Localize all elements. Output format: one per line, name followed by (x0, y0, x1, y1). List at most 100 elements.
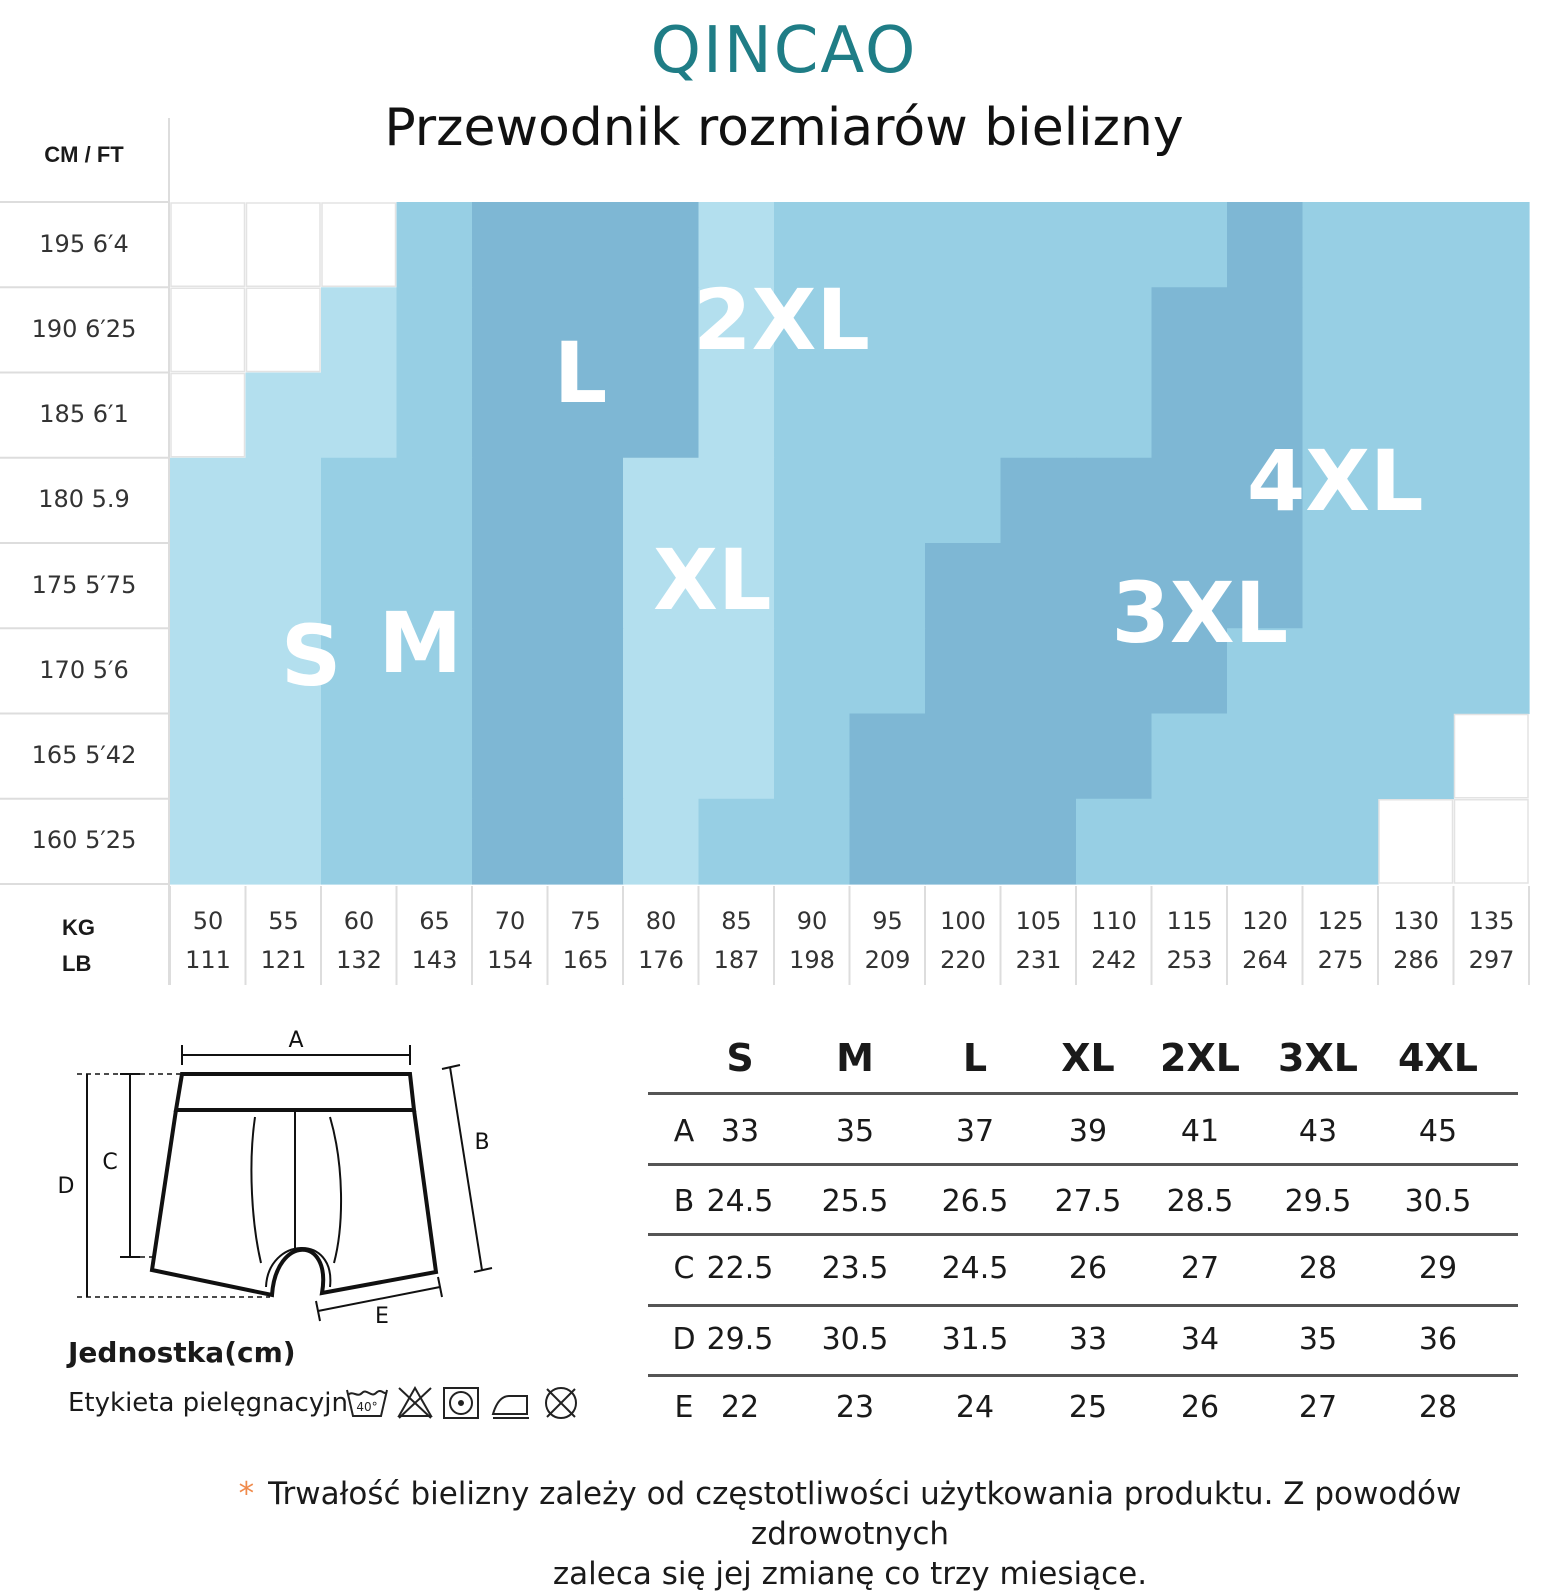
height-label: 185 6′1 (39, 400, 129, 429)
measurement-value: 22 (720, 1390, 760, 1425)
size-cell (925, 543, 1002, 629)
measurement-value: 34 (1180, 1322, 1220, 1357)
size-cell (472, 457, 549, 544)
size-cell (1151, 372, 1228, 459)
size-cell (1000, 372, 1077, 459)
size-cell (849, 713, 926, 800)
page-title: Przewodnik rozmiarów bielizny (384, 98, 1184, 158)
size-cell (1453, 543, 1530, 629)
label-a: A (288, 1028, 303, 1053)
measurement-size-header: M (836, 1036, 874, 1080)
size-cell (925, 372, 1002, 459)
size-cell (623, 798, 700, 885)
size-cell (1000, 628, 1077, 715)
empty-cell (245, 287, 321, 373)
tumble-dry-icon (443, 1387, 479, 1419)
weight-label: 95 209 (864, 907, 911, 974)
size-cell (1453, 628, 1530, 715)
measurement-value: 26 (1180, 1390, 1220, 1425)
size-cell (623, 372, 700, 459)
size-cell (396, 628, 473, 715)
measurement-value: 33 (720, 1114, 760, 1149)
wash-40-icon: 40° (346, 1389, 388, 1417)
size-zone-label: L (553, 323, 608, 422)
measurement-value: 30.5 (821, 1322, 889, 1357)
size-cell (849, 798, 926, 885)
size-cell (1076, 372, 1153, 459)
size-zone-label: 4XL (1246, 432, 1424, 531)
size-cell (774, 202, 851, 288)
height-label: 180 5.9 (38, 485, 130, 514)
size-cell (1378, 713, 1455, 800)
size-cell (1378, 372, 1455, 459)
measurement-value: 24 (955, 1390, 995, 1425)
measurement-row-label: A (673, 1114, 695, 1149)
weight-label: 115 253 (1166, 907, 1213, 974)
table-rule (648, 1092, 1518, 1095)
size-cell (472, 372, 549, 459)
measurement-row-label: E (674, 1390, 694, 1425)
size-cell (1453, 202, 1530, 288)
size-cell (1151, 202, 1228, 288)
size-cell (698, 457, 775, 544)
iron-icon (491, 1395, 529, 1419)
measurement-value: 41 (1180, 1114, 1220, 1149)
dimension-e-line (317, 1286, 441, 1312)
measurement-value: 36 (1418, 1322, 1458, 1357)
size-cell (1378, 457, 1455, 544)
size-cell (925, 713, 1002, 800)
size-cell (623, 543, 700, 629)
size-cell (472, 543, 549, 629)
measurement-value: 33 (1068, 1322, 1108, 1357)
size-cell (170, 628, 247, 715)
lb-unit-label: LB (62, 951, 92, 976)
weight-label: 125 275 (1317, 907, 1364, 974)
size-cell (321, 713, 398, 800)
label-d: D (58, 1174, 75, 1199)
measurement-value: 24.5 (941, 1251, 1009, 1286)
wash-temp: 40° (356, 1400, 377, 1414)
weight-label: 105 231 (1015, 907, 1062, 974)
size-cell (698, 628, 775, 715)
size-cell (1378, 202, 1455, 288)
pouch-left-seam (250, 1116, 262, 1264)
weight-label: 90 198 (789, 907, 835, 974)
size-cell (547, 628, 624, 715)
height-axis-label: CM / FT (44, 142, 124, 167)
size-cell (1378, 287, 1455, 374)
care-icons: 40° (346, 1385, 577, 1419)
size-cell (698, 543, 775, 629)
size-cell (1227, 202, 1304, 288)
table-rule (648, 1163, 1518, 1166)
size-cell (1000, 287, 1077, 374)
measurement-size-header: L (962, 1036, 988, 1080)
size-cell (925, 798, 1002, 885)
measurement-value: 27.5 (1054, 1184, 1122, 1219)
measurement-value: 39 (1068, 1114, 1108, 1149)
size-cell (547, 287, 624, 374)
size-cell (170, 798, 247, 885)
size-cell (698, 713, 775, 800)
weight-label: 55 121 (260, 907, 307, 974)
size-cell (321, 287, 398, 374)
size-cell (849, 287, 926, 374)
size-cell (1378, 543, 1455, 629)
size-cell (849, 543, 926, 629)
size-cell (1000, 798, 1077, 885)
size-cell (774, 372, 851, 459)
size-cell (321, 628, 398, 715)
height-label: 190 6′25 (31, 314, 137, 343)
weight-label: 85 187 (713, 907, 760, 974)
label-b: B (474, 1130, 489, 1155)
measurement-value: 26 (1068, 1251, 1108, 1286)
size-cell (396, 372, 473, 459)
empty-cell (170, 372, 246, 458)
size-cell (1453, 457, 1530, 544)
size-cell (321, 798, 398, 885)
measurement-size-header: 3XL (1278, 1036, 1358, 1080)
table-rule (648, 1374, 1518, 1377)
measurement-value: 23.5 (821, 1251, 889, 1286)
size-cell (396, 287, 473, 374)
size-cell (698, 202, 775, 288)
pouch-right-seam (329, 1116, 343, 1264)
